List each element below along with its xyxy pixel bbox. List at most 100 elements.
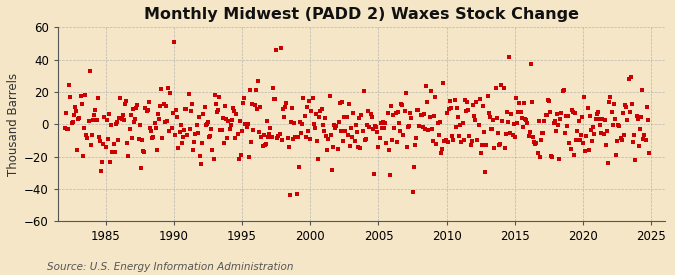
Point xyxy=(604,100,615,104)
Point xyxy=(481,143,492,147)
Point xyxy=(543,99,554,104)
Point xyxy=(367,115,377,119)
Point xyxy=(169,133,180,138)
Point xyxy=(312,139,323,144)
Point xyxy=(304,99,315,103)
Point xyxy=(383,147,394,152)
Point xyxy=(620,103,630,108)
Point xyxy=(622,118,633,123)
Point xyxy=(588,125,599,130)
Point xyxy=(219,141,230,145)
Point xyxy=(340,129,351,133)
Point xyxy=(96,168,107,173)
Point xyxy=(279,115,290,119)
Point xyxy=(256,135,267,139)
Point xyxy=(406,116,417,121)
Point xyxy=(357,129,368,133)
Point xyxy=(198,112,209,116)
Point xyxy=(158,102,169,106)
Point xyxy=(605,95,616,100)
Point xyxy=(61,111,72,116)
Point xyxy=(626,75,637,79)
Point xyxy=(310,111,321,116)
Point xyxy=(70,105,80,109)
Point xyxy=(448,138,459,143)
Point xyxy=(64,83,75,87)
Point xyxy=(323,137,334,141)
Point xyxy=(457,121,468,125)
Point xyxy=(416,113,427,117)
Point xyxy=(184,127,195,132)
Point xyxy=(595,123,605,127)
Point xyxy=(252,78,263,83)
Point xyxy=(277,107,288,112)
Point xyxy=(321,134,331,138)
Point xyxy=(631,113,642,118)
Point xyxy=(151,125,161,130)
Point xyxy=(402,125,413,129)
Point xyxy=(556,111,567,115)
Point xyxy=(453,115,464,119)
Point xyxy=(412,108,423,112)
Point xyxy=(591,112,602,116)
Point xyxy=(510,134,520,139)
Point xyxy=(525,61,536,66)
Point xyxy=(331,123,342,128)
Point xyxy=(230,136,240,140)
Point xyxy=(153,112,163,116)
Point xyxy=(292,134,303,139)
Point xyxy=(306,109,317,113)
Point xyxy=(371,125,381,129)
Point xyxy=(333,120,344,125)
Point xyxy=(498,86,509,90)
Point xyxy=(68,120,78,124)
Point xyxy=(342,133,353,137)
Point xyxy=(124,126,135,131)
Point xyxy=(274,132,285,136)
Point xyxy=(261,142,271,146)
Point xyxy=(106,123,117,128)
Point xyxy=(131,105,142,110)
Point xyxy=(623,77,634,81)
Point xyxy=(392,140,402,144)
Point xyxy=(446,106,456,110)
Point xyxy=(513,109,524,114)
Point xyxy=(169,40,180,44)
Point xyxy=(413,108,424,112)
Point xyxy=(549,118,560,123)
Point xyxy=(189,140,200,145)
Point xyxy=(438,81,449,85)
Point xyxy=(246,140,256,144)
Point xyxy=(442,140,453,145)
Point xyxy=(458,138,469,142)
Point xyxy=(590,117,601,121)
Point xyxy=(319,128,329,133)
Point xyxy=(443,107,454,111)
Point xyxy=(626,102,637,106)
Point xyxy=(638,137,649,141)
Point xyxy=(533,119,544,123)
Point xyxy=(367,127,378,132)
Point xyxy=(570,111,580,115)
Point xyxy=(154,117,165,121)
Point xyxy=(325,132,336,137)
Point xyxy=(493,142,504,147)
Point xyxy=(385,173,396,177)
Point xyxy=(618,111,628,116)
Point xyxy=(618,133,629,138)
Point xyxy=(418,111,429,116)
Point xyxy=(500,132,511,136)
Point xyxy=(561,113,572,118)
Point xyxy=(405,111,416,116)
Point xyxy=(128,107,138,111)
Point xyxy=(107,150,118,154)
Point xyxy=(524,130,535,134)
Point xyxy=(93,135,104,139)
Point xyxy=(217,116,228,120)
Point xyxy=(194,154,205,158)
Point xyxy=(61,127,72,131)
Point xyxy=(415,112,426,117)
Point xyxy=(548,121,559,125)
Text: Source: U.S. Energy Information Administration: Source: U.S. Energy Information Administ… xyxy=(47,262,294,272)
Point xyxy=(529,139,539,144)
